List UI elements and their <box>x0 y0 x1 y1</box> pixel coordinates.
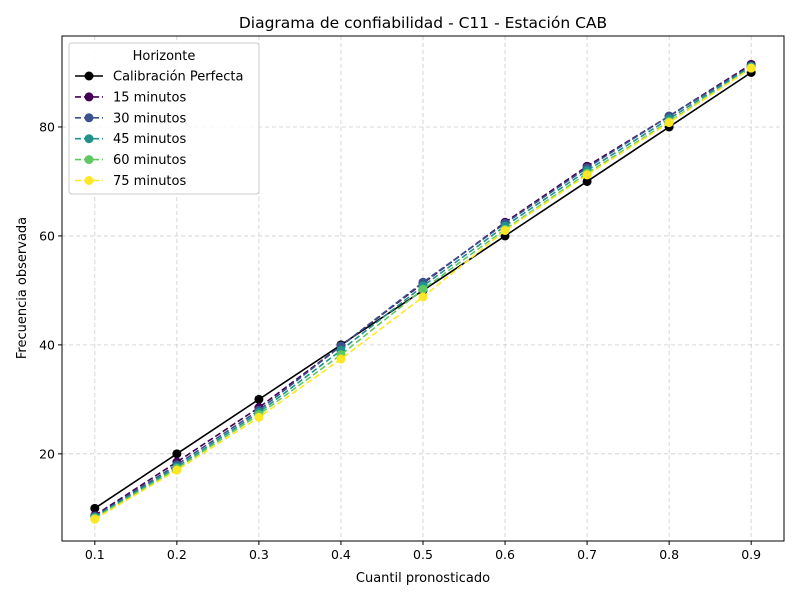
series-point <box>90 503 100 513</box>
x-tick-label: 0.4 <box>331 547 351 562</box>
series-point <box>664 118 674 128</box>
legend-entry-label: Calibración Perfecta <box>113 70 243 85</box>
legend-entry-label: 15 minutos <box>113 90 186 105</box>
series-point <box>90 514 100 524</box>
series-point <box>172 465 182 475</box>
series-point <box>254 412 264 422</box>
series-line <box>94 65 752 518</box>
legend-swatch-marker <box>84 71 94 81</box>
x-tick-label: 0.9 <box>741 547 761 562</box>
x-tick-label: 0.8 <box>659 547 679 562</box>
legend-swatch-marker <box>84 92 94 102</box>
x-tick-label: 0.2 <box>167 547 187 562</box>
series-point <box>582 170 592 180</box>
x-axis-label: Cuantil pronosticado <box>356 571 490 586</box>
legend-swatch-marker <box>84 176 94 185</box>
x-tick-label: 0.3 <box>249 547 269 562</box>
x-tick-label: 0.6 <box>495 547 515 562</box>
series-point <box>336 354 346 364</box>
series-point <box>172 449 182 459</box>
y-tick-label: 80 <box>39 119 55 134</box>
series-layer <box>90 59 756 524</box>
series-point <box>254 394 264 404</box>
series-point <box>582 176 592 186</box>
y-tick-label: 20 <box>39 446 55 461</box>
legend-box <box>68 42 260 195</box>
series-point <box>418 284 428 294</box>
chart-title: Diagrama de confiabilidad - C11 - Estaci… <box>239 14 607 32</box>
series-point <box>500 225 510 235</box>
y-tick-label: 40 <box>39 337 55 352</box>
legend-swatch-marker <box>84 134 94 144</box>
legend-swatch-marker <box>84 155 94 165</box>
y-tick-label: 60 <box>39 228 55 243</box>
x-tick-label: 0.7 <box>577 547 597 562</box>
legend-entry-label: 75 minutos <box>113 174 186 189</box>
series-point <box>418 292 428 302</box>
legend-title: Horizonte <box>133 49 196 64</box>
axis-ticks: 0.1 0.2 0.3 0.4 0.5 0.6 0.7 0.8 0.9 20 40 60 80 <box>39 119 761 562</box>
legend-entry-label: 45 minutos <box>113 132 186 147</box>
legend-swatch-marker <box>84 113 94 123</box>
x-tick-label: 0.1 <box>85 547 105 562</box>
legend: Horizonte Calibración Perfecta 15 minutos 3… <box>68 42 260 195</box>
legend-entry-label: 60 minutos <box>113 153 186 168</box>
y-axis-label: Frecuencia observada <box>15 217 30 359</box>
legend-entry-label: 30 minutos <box>113 111 186 126</box>
x-tick-label: 0.5 <box>413 547 433 562</box>
series-point <box>746 63 756 73</box>
